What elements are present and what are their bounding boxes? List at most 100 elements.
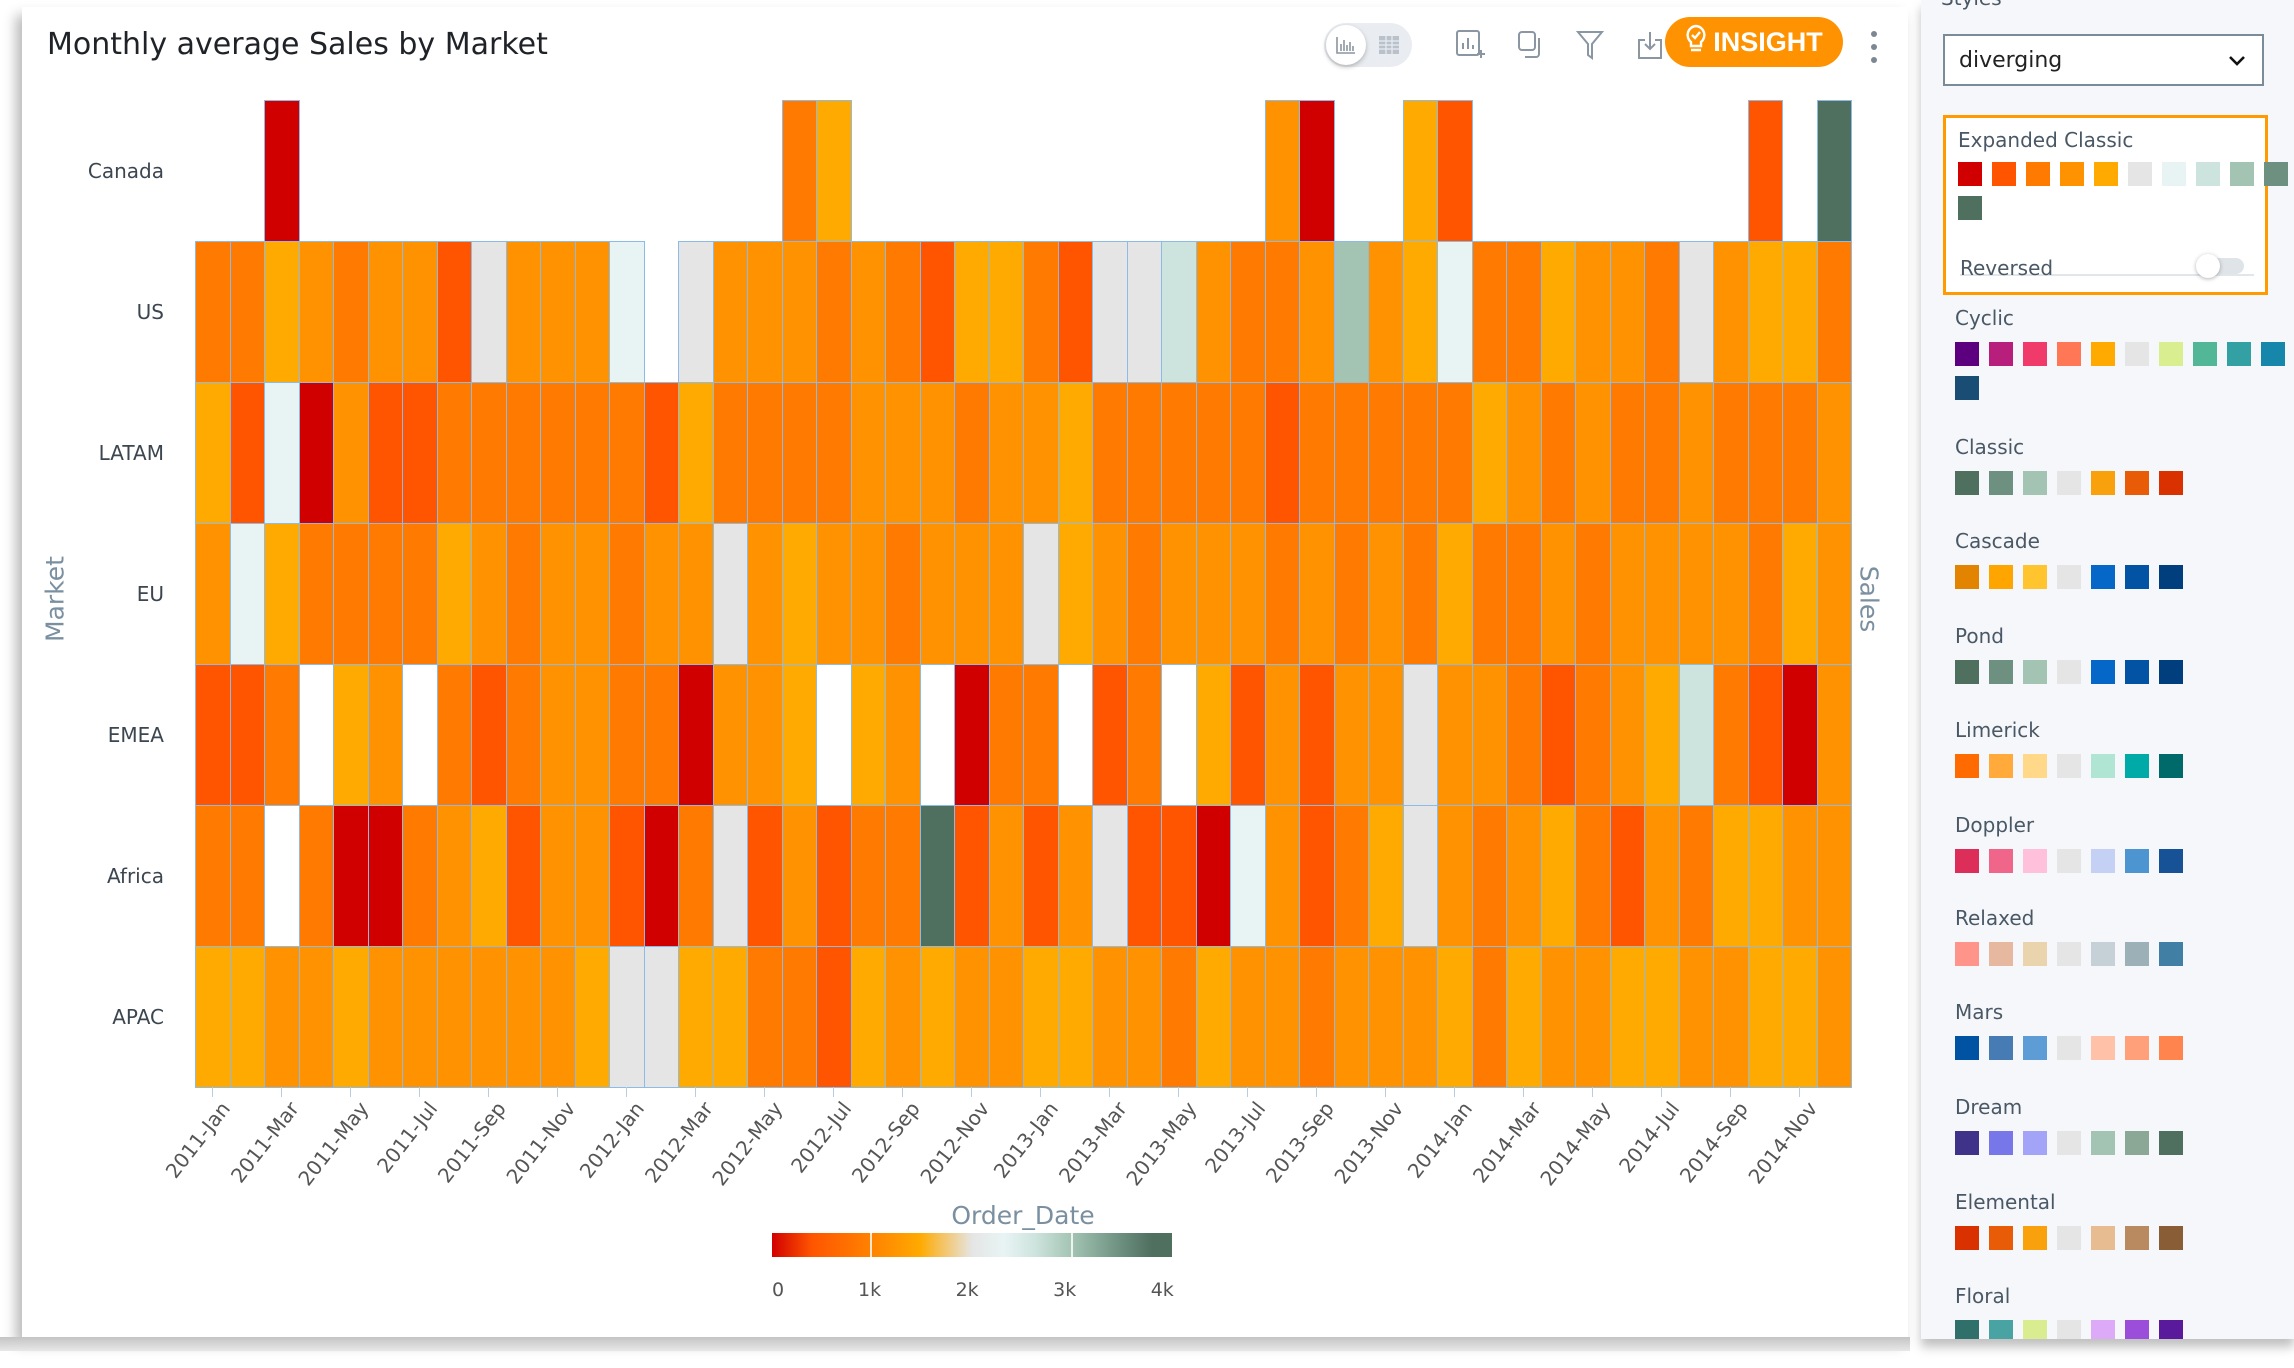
heatmap-cell[interactable] [712, 523, 748, 665]
heatmap-cell[interactable] [678, 241, 714, 383]
heatmap-cell[interactable] [1471, 382, 1507, 524]
heatmap-cell[interactable] [1782, 664, 1818, 806]
heatmap-cell[interactable] [781, 523, 817, 665]
heatmap-cell[interactable] [1575, 664, 1611, 806]
heatmap-cell[interactable] [1057, 523, 1093, 665]
heatmap-cell[interactable] [678, 382, 714, 524]
heatmap-cell[interactable] [1023, 241, 1059, 383]
heatmap-cell[interactable] [919, 382, 955, 524]
heatmap-cell[interactable] [1161, 805, 1197, 947]
heatmap-cell[interactable] [885, 664, 921, 806]
heatmap-cell[interactable] [1264, 241, 1300, 383]
heatmap-cell[interactable] [1092, 523, 1128, 665]
heatmap-cell[interactable] [1747, 523, 1783, 665]
heatmap-cell[interactable] [850, 523, 886, 665]
heatmap-cell[interactable] [195, 382, 231, 524]
palette-classic[interactable]: Classic [1955, 435, 2294, 495]
heatmap-cell[interactable] [264, 946, 300, 1088]
heatmap-cell[interactable] [1299, 664, 1335, 806]
heatmap-cell[interactable] [850, 241, 886, 383]
heatmap-cell[interactable] [574, 664, 610, 806]
heatmap-cell[interactable] [1816, 805, 1852, 947]
heatmap-cell[interactable] [954, 382, 990, 524]
heatmap-cell[interactable] [1471, 805, 1507, 947]
heatmap-cell[interactable] [229, 241, 265, 383]
heatmap-cell[interactable] [988, 382, 1024, 524]
heatmap-cell[interactable] [1713, 523, 1749, 665]
heatmap-cell[interactable] [1057, 241, 1093, 383]
heatmap-cell[interactable] [402, 523, 438, 665]
heatmap-cell[interactable] [643, 805, 679, 947]
heatmap-cell[interactable] [1713, 382, 1749, 524]
heatmap-cell[interactable] [1816, 382, 1852, 524]
heatmap-cell[interactable] [1264, 523, 1300, 665]
heatmap-cell[interactable] [1368, 523, 1404, 665]
heatmap-cell[interactable] [1195, 241, 1231, 383]
heatmap-cell[interactable] [885, 523, 921, 665]
heatmap-cell[interactable] [1195, 523, 1231, 665]
heatmap-cell[interactable] [1333, 946, 1369, 1088]
palette-pond[interactable]: Pond [1955, 624, 2294, 684]
heatmap-cell[interactable] [1644, 523, 1680, 665]
heatmap-cell[interactable] [1437, 805, 1473, 947]
heatmap-cell[interactable] [1609, 664, 1645, 806]
heatmap-cell[interactable] [471, 664, 507, 806]
heatmap-cell[interactable] [264, 241, 300, 383]
heatmap-cell[interactable] [609, 805, 645, 947]
heatmap-cell[interactable] [712, 946, 748, 1088]
heatmap-cell[interactable] [1402, 382, 1438, 524]
heatmap-cell[interactable] [1023, 664, 1059, 806]
heatmap-cell[interactable] [1126, 382, 1162, 524]
heatmap-cell[interactable] [471, 241, 507, 383]
heatmap-cell[interactable] [1644, 946, 1680, 1088]
heatmap-cell[interactable] [988, 946, 1024, 1088]
heatmap-cell[interactable] [505, 805, 541, 947]
heatmap-cell[interactable] [1575, 241, 1611, 383]
heatmap-cell[interactable] [954, 241, 990, 383]
heatmap-cell[interactable] [609, 664, 645, 806]
heatmap-cell[interactable] [229, 382, 265, 524]
heatmap-cell[interactable] [1161, 382, 1197, 524]
heatmap-cell[interactable] [1230, 523, 1266, 665]
heatmap-cell[interactable] [1333, 664, 1369, 806]
heatmap-cell[interactable] [609, 241, 645, 383]
heatmap-cell[interactable] [609, 523, 645, 665]
heatmap-cell[interactable] [712, 664, 748, 806]
heatmap-cell[interactable] [367, 946, 403, 1088]
heatmap-cell[interactable] [505, 523, 541, 665]
heatmap-cell[interactable] [1092, 382, 1128, 524]
palette-elemental[interactable]: Elemental [1955, 1190, 2294, 1250]
heatmap-cell[interactable] [1471, 946, 1507, 1088]
heatmap-cell[interactable] [1402, 100, 1438, 242]
heatmap-cell[interactable] [574, 523, 610, 665]
heatmap-cell[interactable] [1575, 382, 1611, 524]
heatmap-cell[interactable] [264, 382, 300, 524]
heatmap-cell[interactable] [1609, 382, 1645, 524]
heatmap-cell[interactable] [747, 241, 783, 383]
heatmap-cell[interactable] [816, 241, 852, 383]
heatmap-cell[interactable] [1023, 946, 1059, 1088]
heatmap-cell[interactable] [609, 382, 645, 524]
heatmap-cell[interactable] [1299, 382, 1335, 524]
heatmap-cell[interactable] [1368, 241, 1404, 383]
heatmap-cell[interactable] [1161, 946, 1197, 1088]
heatmap-cell[interactable] [1437, 946, 1473, 1088]
palette-cyclic[interactable]: Cyclic [1955, 306, 2294, 400]
palette-doppler[interactable]: Doppler [1955, 813, 2294, 873]
selected-palette-card[interactable]: Expanded Classic Reversed [1943, 115, 2288, 295]
heatmap-cell[interactable] [333, 805, 369, 947]
heatmap-cell[interactable] [505, 664, 541, 806]
palette-dream[interactable]: Dream [1955, 1095, 2294, 1155]
heatmap-cell[interactable] [436, 946, 472, 1088]
heatmap-cell[interactable] [1368, 946, 1404, 1088]
heatmap-cell[interactable] [816, 100, 852, 242]
heatmap-cell[interactable] [850, 805, 886, 947]
download-icon[interactable] [1632, 27, 1668, 63]
heatmap-cell[interactable] [367, 523, 403, 665]
heatmap-cell[interactable] [885, 382, 921, 524]
heatmap-cell[interactable] [1678, 946, 1714, 1088]
heatmap-cell[interactable] [1609, 946, 1645, 1088]
heatmap-cell[interactable] [540, 664, 576, 806]
heatmap-cell[interactable] [471, 382, 507, 524]
heatmap-cell[interactable] [1092, 946, 1128, 1088]
